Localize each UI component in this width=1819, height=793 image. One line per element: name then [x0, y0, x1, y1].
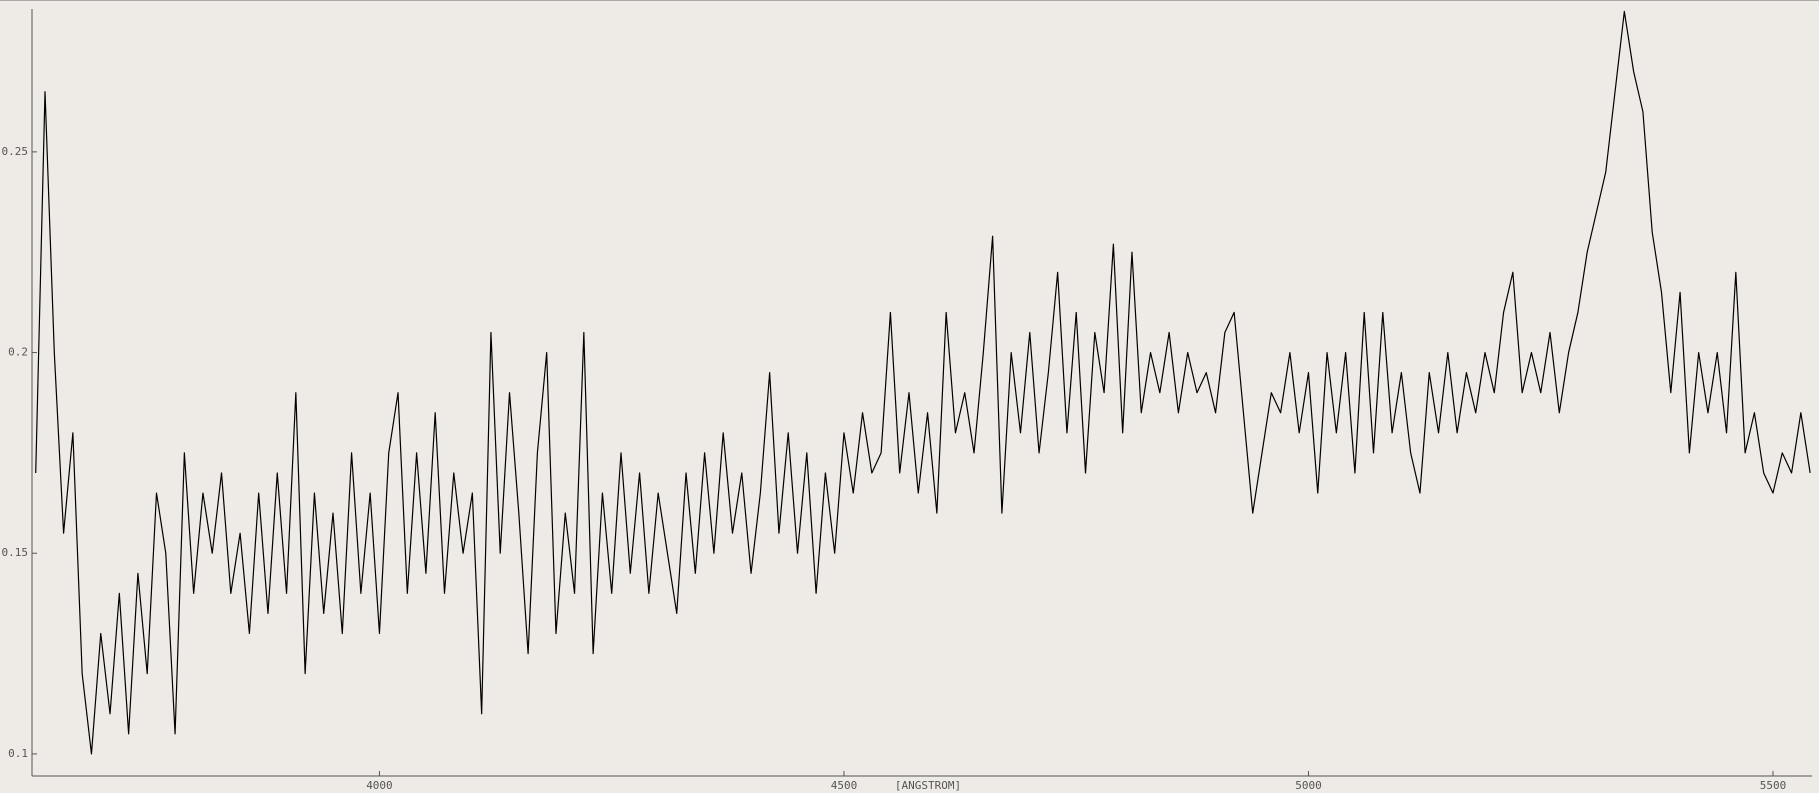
- y-tick-label: 0.1: [8, 747, 28, 760]
- x-tick-label: 5500: [1760, 779, 1787, 792]
- y-tick-label: 0.2: [8, 346, 28, 359]
- x-tick-label: 4500: [831, 779, 858, 792]
- x-tick-label: 4000: [366, 779, 393, 792]
- x-tick-label: 5000: [1295, 779, 1322, 792]
- y-tick-label: 0.25: [2, 145, 29, 158]
- x-axis-label: [ANGSTROM]: [895, 779, 961, 792]
- y-tick-label: 0.15: [2, 546, 29, 559]
- spectrum-line: [35, 10, 1811, 755]
